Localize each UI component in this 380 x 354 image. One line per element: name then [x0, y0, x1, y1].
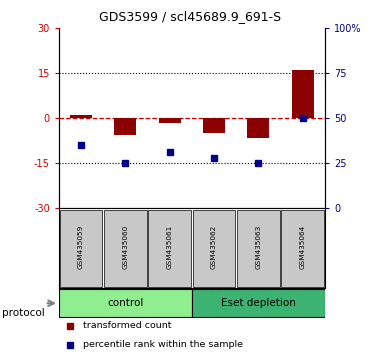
- FancyBboxPatch shape: [282, 210, 324, 287]
- FancyBboxPatch shape: [60, 210, 102, 287]
- Bar: [158, 118, 181, 123]
- FancyBboxPatch shape: [104, 210, 147, 287]
- Text: percentile rank within the sample: percentile rank within the sample: [83, 340, 243, 349]
- Text: protocol: protocol: [2, 308, 45, 318]
- Text: control: control: [107, 298, 144, 308]
- Text: GSM435059: GSM435059: [78, 224, 84, 269]
- Text: GSM435064: GSM435064: [300, 224, 306, 269]
- Bar: [203, 118, 225, 133]
- FancyBboxPatch shape: [237, 210, 280, 287]
- Text: transformed count: transformed count: [83, 321, 171, 330]
- Bar: [247, 118, 269, 138]
- FancyBboxPatch shape: [59, 290, 192, 317]
- Text: GDS3599 / scl45689.9_691-S: GDS3599 / scl45689.9_691-S: [99, 10, 281, 23]
- Text: GSM435062: GSM435062: [211, 224, 217, 269]
- Text: Eset depletion: Eset depletion: [221, 298, 296, 308]
- FancyBboxPatch shape: [192, 290, 325, 317]
- FancyBboxPatch shape: [149, 210, 191, 287]
- Text: GSM435061: GSM435061: [167, 224, 173, 269]
- Bar: [292, 70, 314, 118]
- Text: GSM435060: GSM435060: [122, 224, 128, 269]
- FancyBboxPatch shape: [193, 210, 235, 287]
- Bar: [70, 115, 92, 118]
- Text: GSM435063: GSM435063: [255, 224, 261, 269]
- Bar: [114, 118, 136, 135]
